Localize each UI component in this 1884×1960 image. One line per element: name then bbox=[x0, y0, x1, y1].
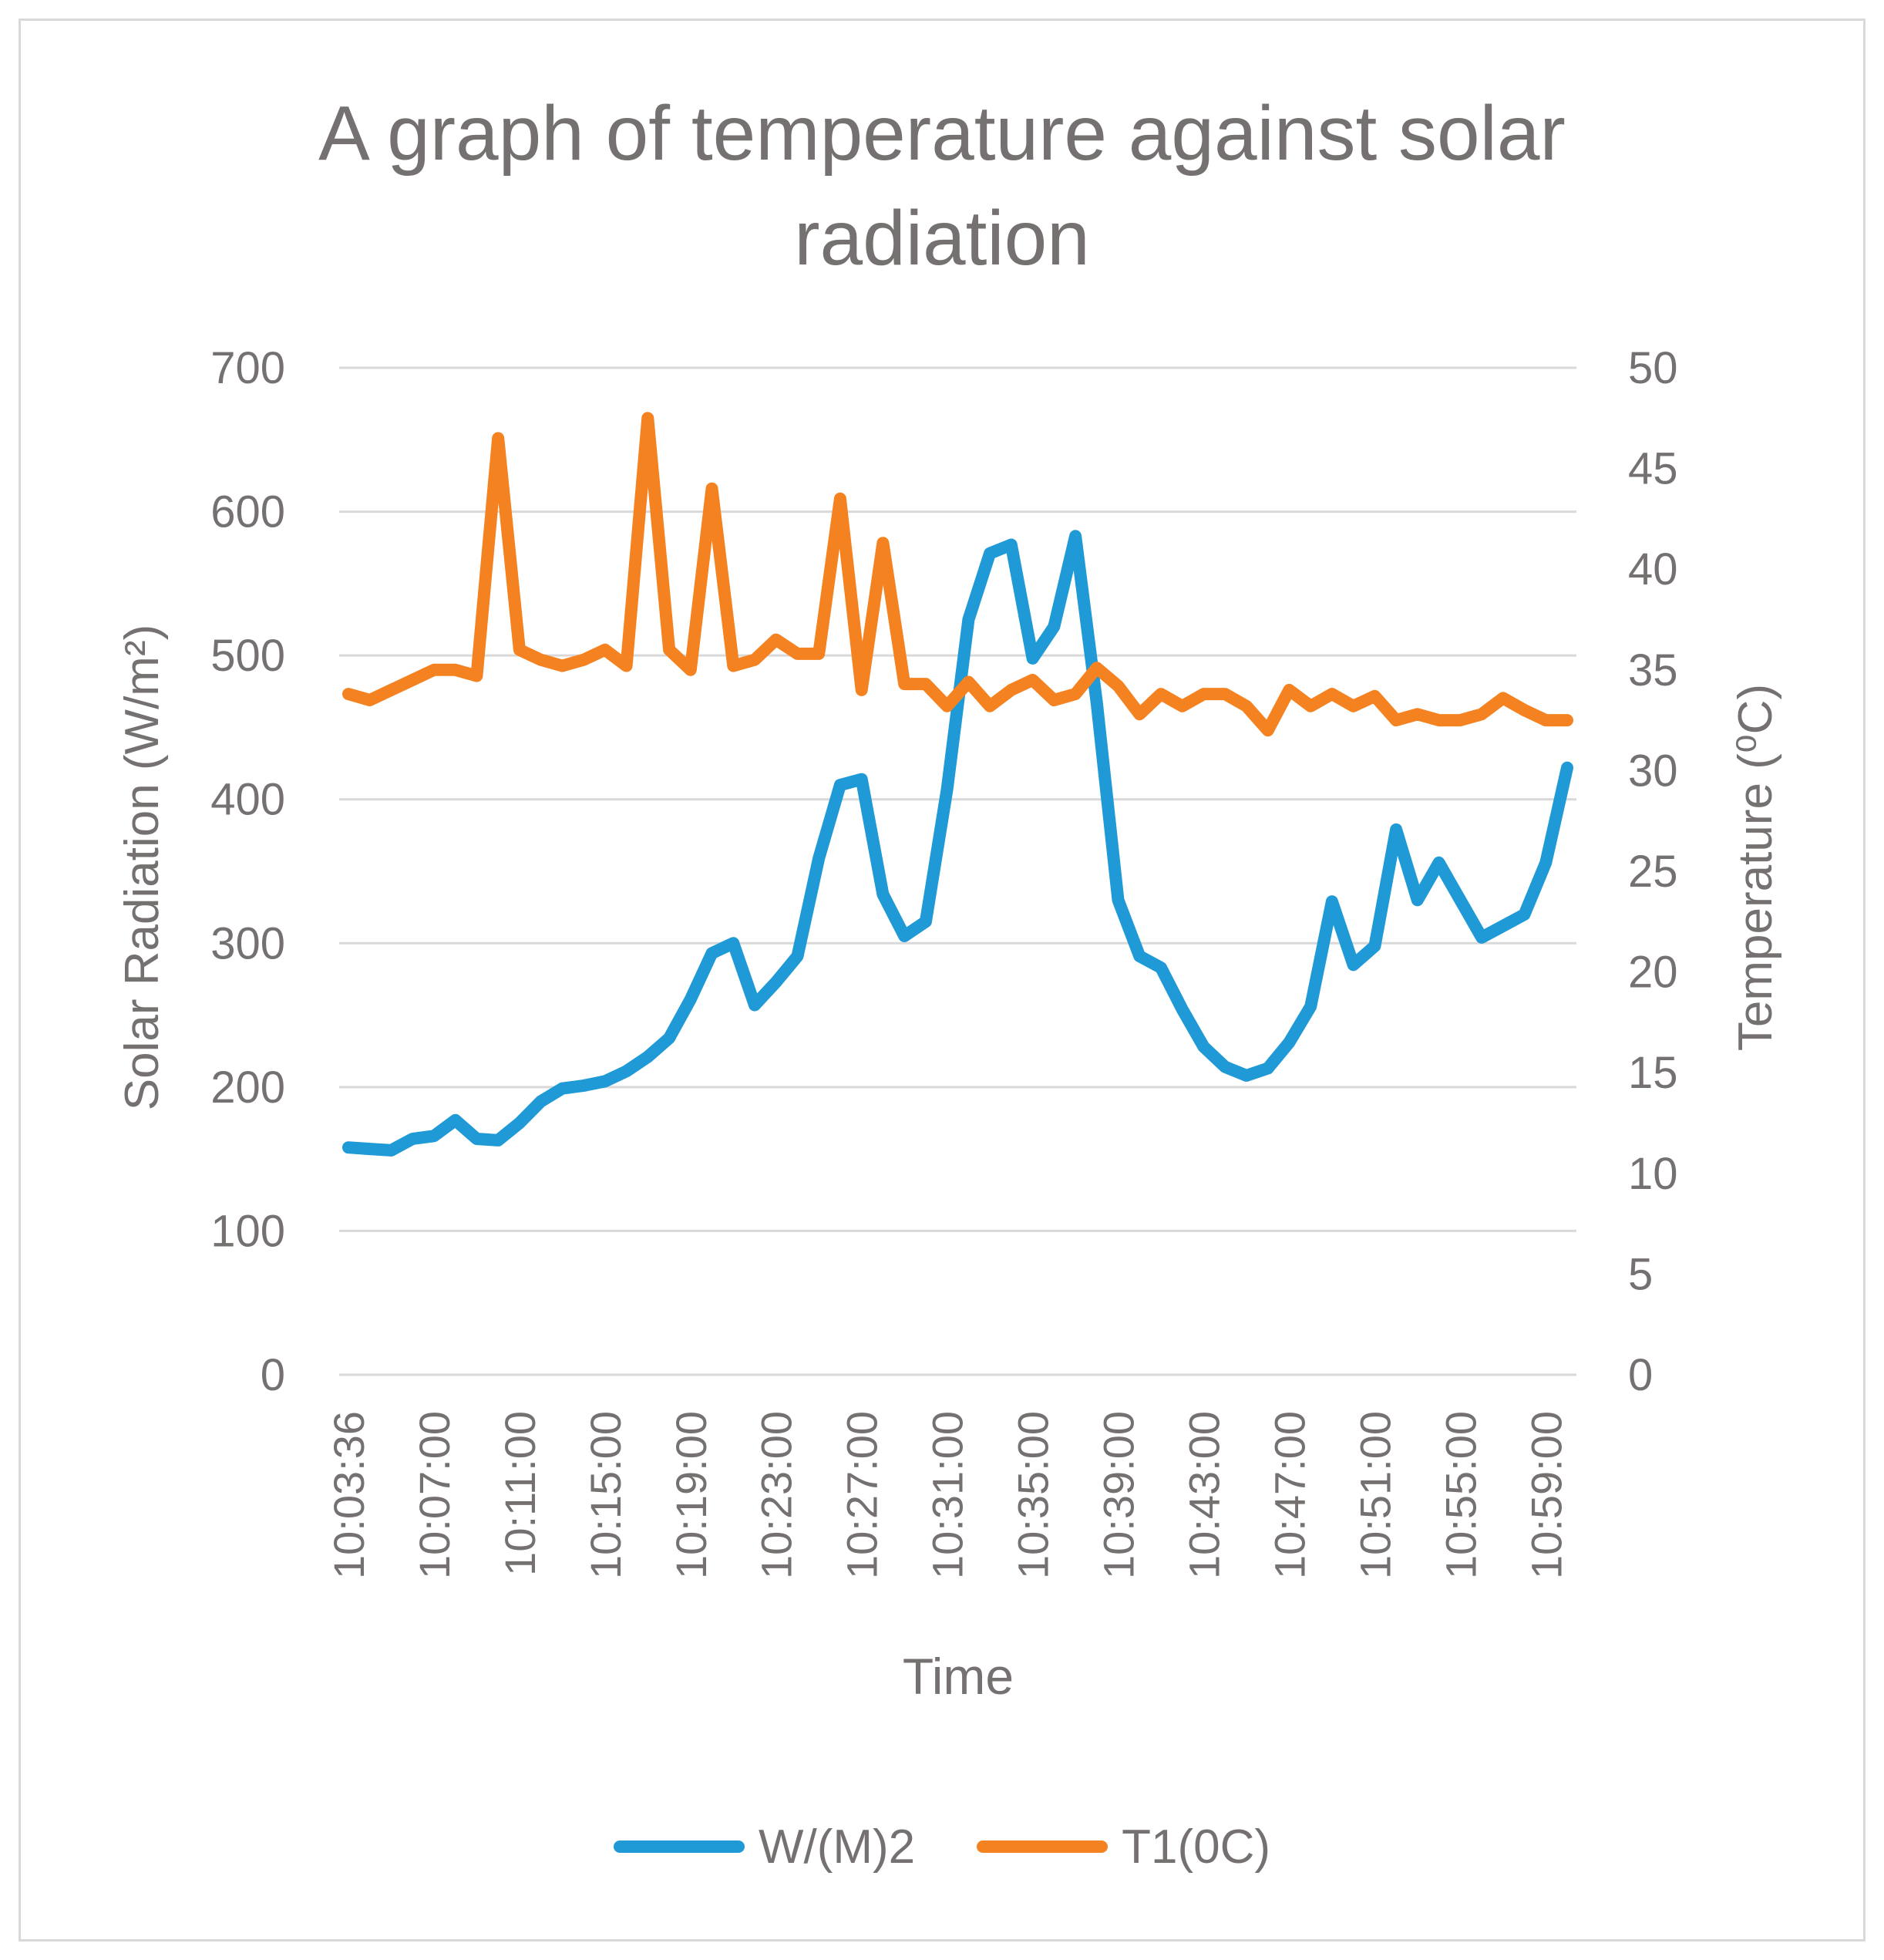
x-tick-label: 10:35:00 bbox=[1009, 1411, 1058, 1579]
y-right-tick-label: 15 bbox=[1628, 1048, 1678, 1098]
chart-title-line-2: radiation bbox=[794, 195, 1090, 281]
y-right-tick-label: 0 bbox=[1628, 1350, 1653, 1400]
x-tick-label: 10:47:00 bbox=[1265, 1411, 1314, 1579]
x-tick-label: 10:07:00 bbox=[410, 1411, 459, 1579]
series-line-temperature bbox=[342, 412, 1573, 737]
y-left-tick-label: 400 bbox=[210, 775, 285, 825]
y-left-tick-label: 300 bbox=[210, 918, 285, 968]
y-right-tick-label: 50 bbox=[1628, 343, 1678, 393]
legend-label-radiation: W/(M)2 bbox=[758, 1820, 916, 1874]
x-tick-label: 10:59:00 bbox=[1522, 1411, 1570, 1579]
y-right-tick-label: 20 bbox=[1628, 948, 1678, 998]
chart-title: A graph of temperature against solar rad… bbox=[0, 81, 1884, 291]
series-line-radiation bbox=[342, 530, 1573, 1157]
series-layer bbox=[342, 412, 1573, 1157]
y-right-tick-label: 40 bbox=[1628, 544, 1678, 594]
x-tick-label: 10:03:36 bbox=[325, 1411, 373, 1579]
x-tick-label: 10:31:00 bbox=[923, 1411, 972, 1579]
x-tick-label: 10:19:00 bbox=[667, 1411, 715, 1579]
y-left-tick-label: 600 bbox=[210, 487, 285, 537]
y-left-tick-label: 700 bbox=[210, 343, 285, 393]
x-tick-label: 10:51:00 bbox=[1351, 1411, 1399, 1579]
legend-swatch-temperature bbox=[977, 1840, 1109, 1853]
y-right-tick-label: 45 bbox=[1628, 444, 1678, 494]
right-axis-ticks: 0 5 10 15 20 25 30 35 40 45 50 bbox=[1628, 343, 1678, 1400]
legend-label-temperature: T1(0C) bbox=[1122, 1820, 1271, 1874]
y-right-tick-label: 5 bbox=[1628, 1249, 1653, 1299]
x-tick-label: 10:23:00 bbox=[752, 1411, 801, 1579]
x-tick-label: 10:27:00 bbox=[838, 1411, 886, 1579]
y-axis-right-label: Temperature (⁰C) bbox=[1729, 684, 1782, 1051]
y-axis-left-label: Solar Radiation (W/m²) bbox=[116, 625, 169, 1110]
y-left-tick-label: 500 bbox=[210, 631, 285, 681]
x-tick-label: 10:55:00 bbox=[1436, 1411, 1485, 1579]
left-axis-ticks: 0 100 200 300 400 500 600 700 bbox=[210, 343, 285, 1400]
chart-frame bbox=[19, 19, 1865, 1941]
legend: W/(M)2 T1(0C) bbox=[0, 1812, 1884, 1881]
legend-item-temperature: T1(0C) bbox=[977, 1820, 1270, 1874]
x-tick-label: 10:11:00 bbox=[496, 1411, 544, 1576]
x-axis-label: Time bbox=[903, 1648, 1014, 1705]
y-right-tick-label: 35 bbox=[1628, 645, 1678, 695]
chart-title-line-1: A graph of temperature against solar bbox=[318, 90, 1566, 177]
y-left-tick-label: 0 bbox=[261, 1350, 285, 1400]
y-right-tick-label: 10 bbox=[1628, 1149, 1678, 1199]
y-right-tick-label: 25 bbox=[1628, 847, 1678, 897]
x-tick-label: 10:43:00 bbox=[1179, 1411, 1228, 1579]
legend-swatch-radiation bbox=[613, 1840, 745, 1853]
y-left-tick-label: 200 bbox=[210, 1063, 285, 1113]
x-tick-label: 10:39:00 bbox=[1095, 1411, 1143, 1579]
x-tick-label: 10:15:00 bbox=[581, 1411, 630, 1579]
y-right-tick-label: 30 bbox=[1628, 746, 1678, 796]
gridlines bbox=[339, 366, 1576, 1376]
legend-item-radiation: W/(M)2 bbox=[613, 1820, 916, 1874]
x-axis-ticks: 10:03:36 10:07:00 10:11:00 10:15:00 10:19:00… bbox=[325, 1411, 1570, 1579]
y-left-tick-label: 100 bbox=[210, 1206, 285, 1256]
